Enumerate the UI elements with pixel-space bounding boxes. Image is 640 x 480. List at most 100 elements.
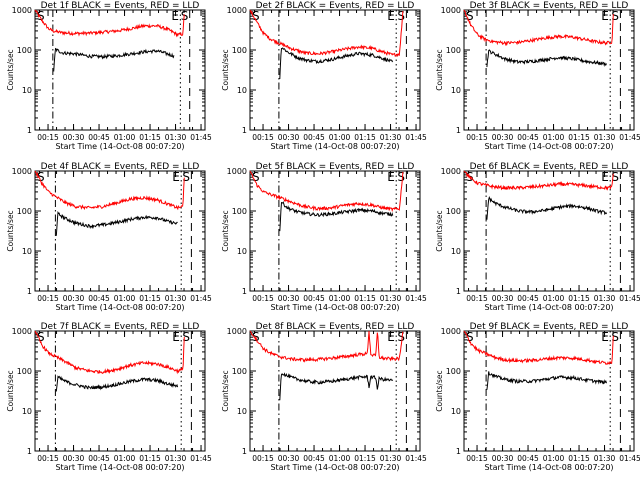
plot-frame [463,9,635,131]
series-line-lld [463,330,614,365]
y-tick-label: 100 [17,46,32,55]
x-tick-label: 00:45 [517,454,539,463]
plot-frame [249,170,421,292]
plot-frame [463,170,635,292]
x-tick-label: 01:00 [543,454,565,463]
chart-title: Det 9f BLACK = Events, RED = LLD [470,322,629,332]
x-tick-label: 00:15 [252,454,274,463]
panel-det-8: Det 8f BLACK = Events, RED = LLD 1 10 100 10… [221,322,427,472]
marker-label: S [37,170,45,184]
x-tick-label: 00:30 [278,454,300,463]
y-axis-label: Counts/sec [435,49,444,90]
series-line-lld [249,9,404,58]
marker-label: S [397,170,405,184]
y-tick-label: 1000 [12,327,32,336]
y-axis-label: Counts/sec [6,49,15,90]
y-tick-label: 1 [456,126,461,135]
marker-label: E [601,170,609,184]
chart-title: Det 1f BLACK = Events, RED = LLD [41,1,200,11]
x-tick-label: 01:15 [139,294,161,303]
x-axis-label: Start Time (14-Oct-08 00:07:20) [270,142,399,151]
x-tick-label: 01:45 [619,454,640,463]
series-line-events [486,49,607,68]
x-tick-label: 01:30 [380,133,402,142]
marker-label: S [252,170,260,184]
x-tick-label: 01:45 [619,133,640,142]
x-tick-label: 01:45 [190,294,212,303]
x-tick-label: 00:30 [63,133,85,142]
panel-det-7: Det 7f BLACK = Events, RED = LLD 1 10 100 10… [6,322,212,472]
x-tick-label: 01:15 [139,454,161,463]
marker-label: E [387,330,395,344]
x-tick-label: 01:30 [165,133,187,142]
panel-det-1: Det 1f BLACK = Events, RED = LLD 1 10 100 10… [6,1,212,151]
series-line-events [486,371,607,390]
marker-label: E [387,9,395,23]
y-tick-label: 100 [17,367,32,376]
plot-frame [34,9,206,131]
x-tick-label: 00:15 [252,294,274,303]
x-axis-label: Start Time (14-Oct-08 00:07:20) [484,463,613,472]
panel-det-6: Det 6f BLACK = Events, RED = LLD 1 10 100 10… [435,162,640,312]
x-tick-label: 01:30 [594,454,616,463]
y-tick-label: 1000 [227,327,247,336]
x-tick-label: 00:15 [252,133,274,142]
y-tick-label: 1000 [227,167,247,176]
marker-label: E [601,330,609,344]
y-tick-label: 1000 [441,327,461,336]
y-axis-label: Counts/sec [435,210,444,251]
marker-label: S [37,330,45,344]
series-line-events [279,47,394,80]
series-line-lld [249,170,404,213]
y-tick-label: 10 [22,86,32,95]
x-tick-label: 00:15 [37,294,59,303]
marker-label: S [466,9,474,23]
x-tick-label: 01:30 [380,294,402,303]
x-tick-label: 01:00 [329,133,351,142]
x-tick-label: 01:00 [543,294,565,303]
x-tick-label: 01:30 [165,294,187,303]
y-tick-label: 1000 [12,167,32,176]
chart-title: Det 3f BLACK = Events, RED = LLD [470,1,629,11]
y-tick-label: 1000 [441,167,461,176]
x-tick-label: 01:45 [190,133,212,142]
marker-label: S [397,9,405,23]
y-tick-label: 1 [27,126,32,135]
y-tick-label: 100 [17,207,32,216]
x-tick-label: 00:15 [466,133,488,142]
x-tick-label: 01:00 [114,454,136,463]
series-line-lld [34,330,185,375]
x-tick-label: 01:00 [543,133,565,142]
chart-title: Det 2f BLACK = Events, RED = LLD [256,1,415,11]
series-line-lld [34,9,185,38]
series-line-events [53,47,175,72]
x-tick-label: 01:45 [405,294,427,303]
series-line-lld [463,170,614,191]
x-tick-label: 01:15 [568,294,590,303]
marker-label: S [37,9,45,23]
marker-label: S [182,330,190,344]
x-tick-label: 01:30 [594,294,616,303]
marker-label: S [182,170,190,184]
chart-title: Det 5f BLACK = Events, RED = LLD [256,162,415,172]
y-tick-label: 10 [237,247,247,256]
y-tick-label: 10 [237,407,247,416]
x-tick-label: 00:15 [466,294,488,303]
y-tick-label: 10 [451,86,461,95]
x-tick-label: 01:15 [139,133,161,142]
x-axis-label: Start Time (14-Oct-08 00:07:20) [484,303,613,312]
y-tick-label: 100 [232,207,247,216]
y-tick-label: 1 [27,287,32,296]
series-line-lld [463,9,614,47]
x-tick-label: 00:15 [37,454,59,463]
marker-label: S [466,330,474,344]
x-axis-label: Start Time (14-Oct-08 00:07:20) [55,142,184,151]
x-tick-label: 01:45 [405,133,427,142]
chart-title: Det 7f BLACK = Events, RED = LLD [41,322,200,332]
y-axis-label: Counts/sec [221,49,230,90]
marker-label: E [171,9,179,23]
x-tick-label: 00:45 [88,454,110,463]
x-tick-label: 00:30 [63,454,85,463]
marker-label: E [387,170,395,184]
